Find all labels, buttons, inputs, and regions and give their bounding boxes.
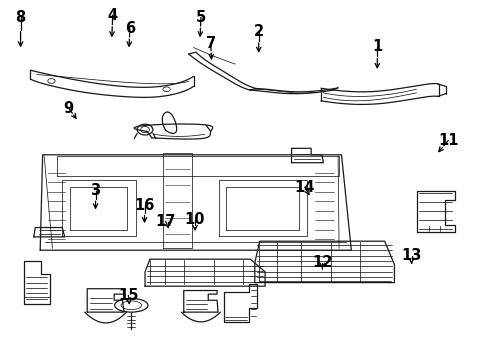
Text: 8: 8 <box>16 10 25 25</box>
Text: 9: 9 <box>64 100 74 116</box>
Text: 1: 1 <box>372 39 382 54</box>
Text: 4: 4 <box>108 8 118 23</box>
Text: 13: 13 <box>401 248 422 263</box>
Text: 11: 11 <box>438 133 459 148</box>
Text: 7: 7 <box>206 36 216 51</box>
Text: 15: 15 <box>118 288 139 303</box>
Text: 14: 14 <box>294 180 315 195</box>
Text: 17: 17 <box>155 214 176 229</box>
Text: 16: 16 <box>134 198 155 213</box>
Text: 10: 10 <box>185 212 205 227</box>
Text: 12: 12 <box>312 255 333 270</box>
Text: 6: 6 <box>125 21 135 36</box>
Text: 2: 2 <box>254 24 264 39</box>
Text: 5: 5 <box>196 10 206 25</box>
Text: 3: 3 <box>91 183 100 198</box>
